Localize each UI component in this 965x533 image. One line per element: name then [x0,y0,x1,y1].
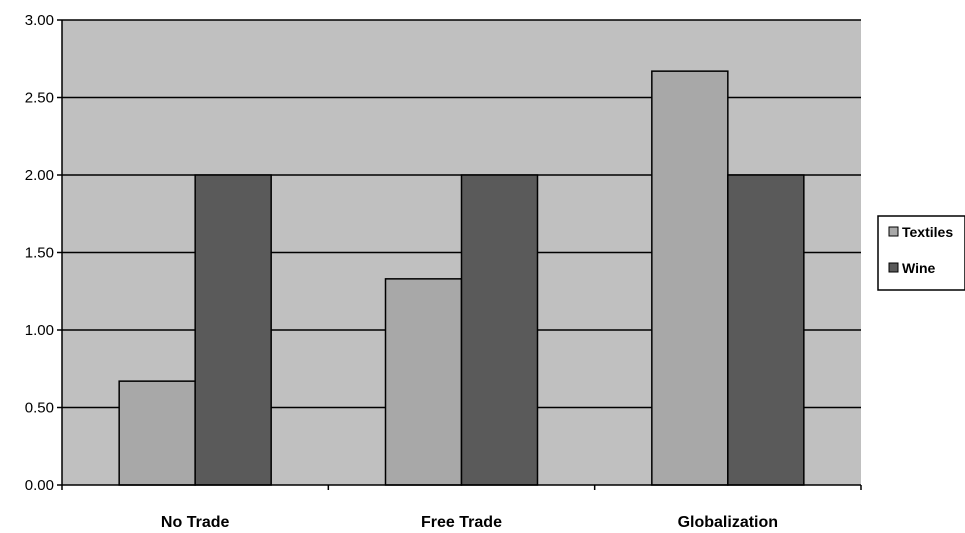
x-tick-label: Free Trade [421,514,502,531]
legend-label-textiles: Textiles [902,224,953,240]
y-tick-label: 0.00 [25,477,54,494]
y-tick-labels: 0.00 0.50 1.00 1.50 2.00 2.50 3.00 [25,12,54,494]
bar-wine-free-trade [460,174,539,486]
x-tick-label: Globalization [678,514,778,531]
y-tick-label: 2.50 [25,90,54,107]
bar-textiles-free-trade [384,278,463,486]
y-tick-label: 0.50 [25,400,54,417]
legend: Textiles Wine [877,215,965,291]
legend-label-wine: Wine [902,260,936,276]
y-tick-label: 3.00 [25,12,54,29]
bars [118,70,805,486]
axes [57,19,862,490]
bar-textiles-globalization [651,70,729,486]
bar-wine-no-trade [194,174,272,486]
x-tick-label: No Trade [161,514,230,531]
bar-wine-globalization [727,174,805,486]
legend-swatch-wine [888,262,899,273]
y-tick-label: 1.00 [25,322,54,339]
legend-swatch-textiles [888,226,899,237]
x-tick-labels: No Trade Free Trade Globalization [161,514,778,531]
y-tick-label: 2.00 [25,167,54,184]
bar-textiles-no-trade [118,380,196,486]
y-tick-label: 1.50 [25,245,54,262]
